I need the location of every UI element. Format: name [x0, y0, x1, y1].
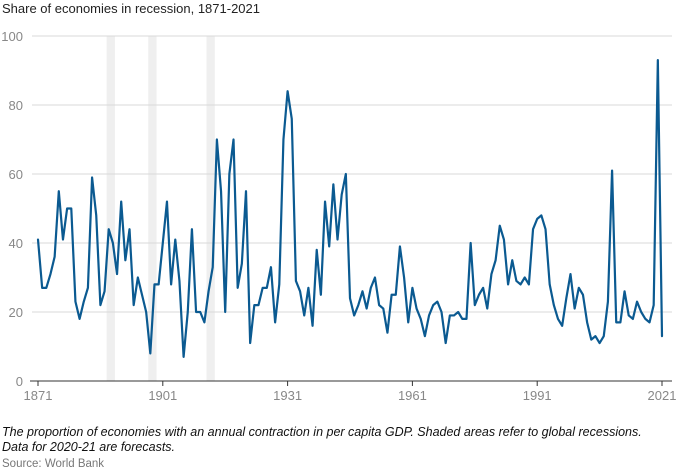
recession-shade-2 [206, 36, 215, 381]
y-tick-label: 0 [16, 374, 23, 389]
x-tick-label: 1901 [148, 388, 177, 403]
y-tick-label: 20 [9, 305, 23, 320]
series-layer [36, 59, 664, 358]
line-chart: 0 20 40 60 80 100 1871 1901 1931 1961 1991 2021 [1, 29, 677, 403]
chart-source: Source: World Bank [2, 458, 105, 470]
y-tick-label: 40 [9, 236, 23, 251]
y-tick-label: 60 [9, 167, 23, 182]
x-tick-label: 2021 [648, 388, 677, 403]
x-tick-label: 1961 [398, 388, 427, 403]
recession-shading [106, 36, 215, 381]
recession-shade-1 [148, 36, 157, 381]
chart-note: The proportion of economies with an annu… [2, 425, 642, 454]
x-tick-label: 1931 [273, 388, 302, 403]
x-tick-label: 1991 [523, 388, 552, 403]
x-axis: 1871 1901 1931 1961 1991 2021 [24, 380, 677, 403]
y-tick-label: 100 [1, 29, 23, 44]
x-tick-label: 1871 [24, 388, 53, 403]
y-tick-label: 80 [9, 98, 23, 113]
y-axis-ticks: 0 20 40 60 80 100 [1, 29, 23, 389]
series-line [36, 59, 664, 358]
gridlines [32, 35, 672, 313]
chart-title: Share of economies in recession, 1871-20… [2, 1, 260, 16]
recession-shade-0 [106, 36, 115, 381]
